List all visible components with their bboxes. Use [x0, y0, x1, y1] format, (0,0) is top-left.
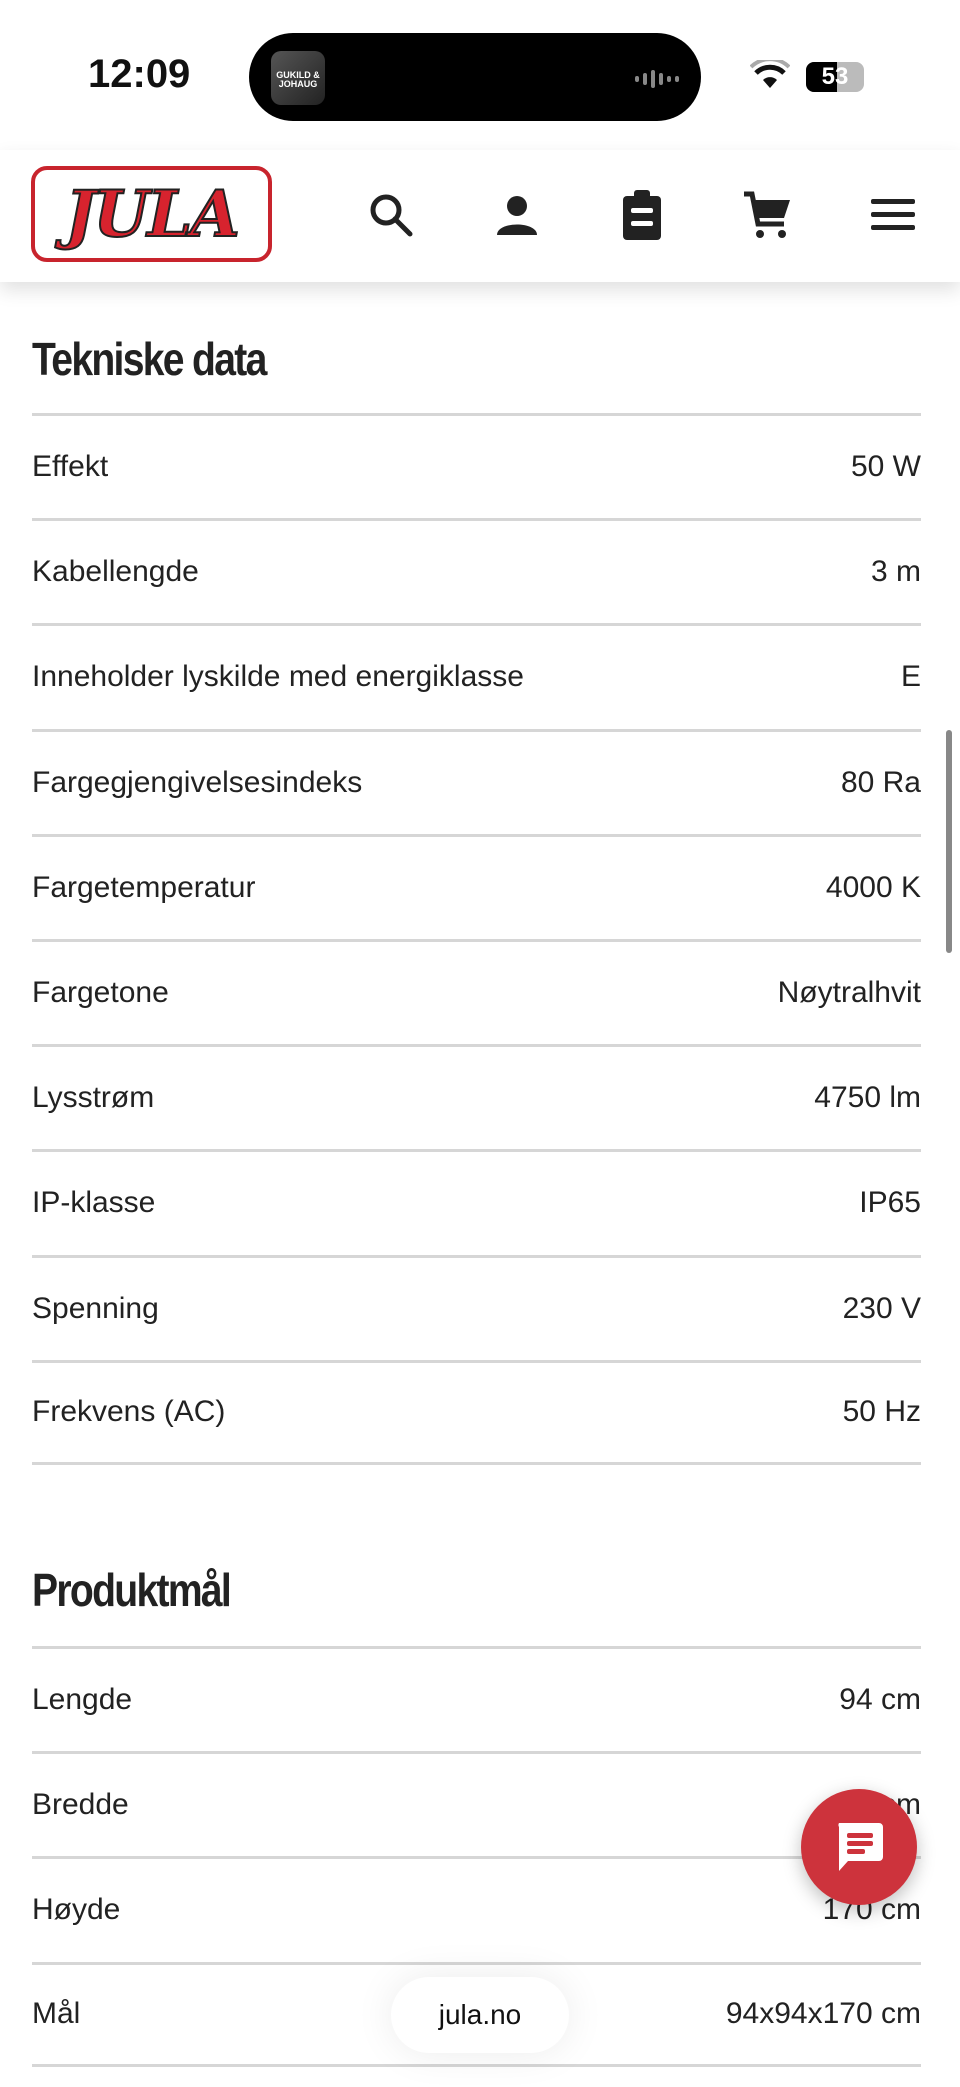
dynamic-island[interactable]: GUKILD & JOHAUG [249, 33, 701, 121]
spec-row: Frekvens (AC) 50 Hz [32, 1359, 921, 1465]
spec-value: 4750 lm [814, 1081, 921, 1115]
spec-row: Bredde94 cm [32, 1751, 921, 1856]
url-pill[interactable]: jula.no [391, 1977, 569, 2053]
spec-row: Kabellengde 3 m [32, 518, 921, 623]
product-dimensions-heading: Produktmål [32, 1564, 232, 1616]
clipboard-icon[interactable] [615, 188, 669, 242]
spec-label: Høyde [32, 1893, 121, 1927]
spec-label: Bredde [32, 1788, 129, 1822]
user-icon[interactable] [490, 188, 544, 242]
spec-label: Lysstrøm [32, 1081, 155, 1115]
spec-label: Fargetemperatur [32, 870, 256, 904]
spec-value: 94 cm [839, 1683, 921, 1716]
spec-label: Fargegjengivelsesindeks [32, 765, 363, 799]
wifi-icon [750, 60, 790, 88]
status-time: 12:09 [88, 52, 191, 96]
spec-value: 230 V [842, 1291, 921, 1325]
audio-wave-icon [635, 70, 679, 88]
spec-label: Spenning [32, 1291, 159, 1325]
chat-button[interactable] [801, 1789, 917, 1905]
spec-row: Spenning 230 V [32, 1254, 921, 1360]
spec-value: 80 Ra [840, 765, 921, 799]
spec-label: Frekvens (AC) [32, 1395, 226, 1429]
search-icon[interactable] [364, 188, 418, 242]
spec-label: Inneholder lyskilde med energiklasse [32, 660, 524, 694]
spec-value: 50 W [850, 450, 921, 483]
site-header: JULA [0, 150, 960, 282]
spec-row: Fargetemperatur 4000 K [32, 833, 921, 939]
spec-row: Fargegjengivelsesindeks 80 Ra [32, 728, 921, 834]
now-playing-artwork: GUKILD & JOHAUG [271, 51, 325, 105]
spec-row: Lengde 94 cm [32, 1646, 921, 1751]
spec-row: IP-klasse IP65 [32, 1149, 921, 1254]
spec-label: Fargetone [32, 976, 169, 1009]
spec-value: Nøytralhvit [777, 976, 921, 1009]
spec-row: Høyde 170 cm [32, 1856, 921, 1961]
status-bar: 12:09 GUKILD & JOHAUG 53 [0, 0, 960, 150]
cart-icon[interactable] [740, 188, 794, 242]
menu-icon[interactable] [866, 188, 920, 242]
spec-label: IP-klasse [32, 1186, 156, 1220]
spec-value: 50 Hz [842, 1395, 921, 1429]
chat-icon [838, 1823, 883, 1871]
spec-row: Mål 94x94x170 cm [32, 1961, 921, 2067]
scrollbar[interactable] [946, 730, 952, 953]
spec-value: 94x94x170 cm [725, 1997, 921, 2031]
spec-row: Effekt 50 W [32, 413, 921, 518]
spec-value: 4000 K [825, 870, 921, 904]
spec-label: Effekt [32, 450, 109, 483]
spec-value: E [900, 660, 921, 694]
spec-row: Fargetone Nøytralhvit [32, 939, 921, 1044]
spec-label: Kabellengde [32, 555, 199, 589]
spec-row: Lysstrøm 4750 lm [32, 1044, 921, 1149]
spec-value: IP65 [859, 1186, 921, 1220]
spec-label: Lengde [32, 1683, 133, 1716]
jula-logo[interactable]: JULA [31, 166, 272, 262]
tech-data-heading: Tekniske data [32, 333, 267, 385]
spec-value: 3 m [870, 555, 921, 589]
spec-row: Inneholder lyskilde med energiklasse E [32, 623, 921, 728]
battery-indicator: 53 [806, 62, 864, 92]
spec-label: Mål [32, 1997, 81, 2031]
